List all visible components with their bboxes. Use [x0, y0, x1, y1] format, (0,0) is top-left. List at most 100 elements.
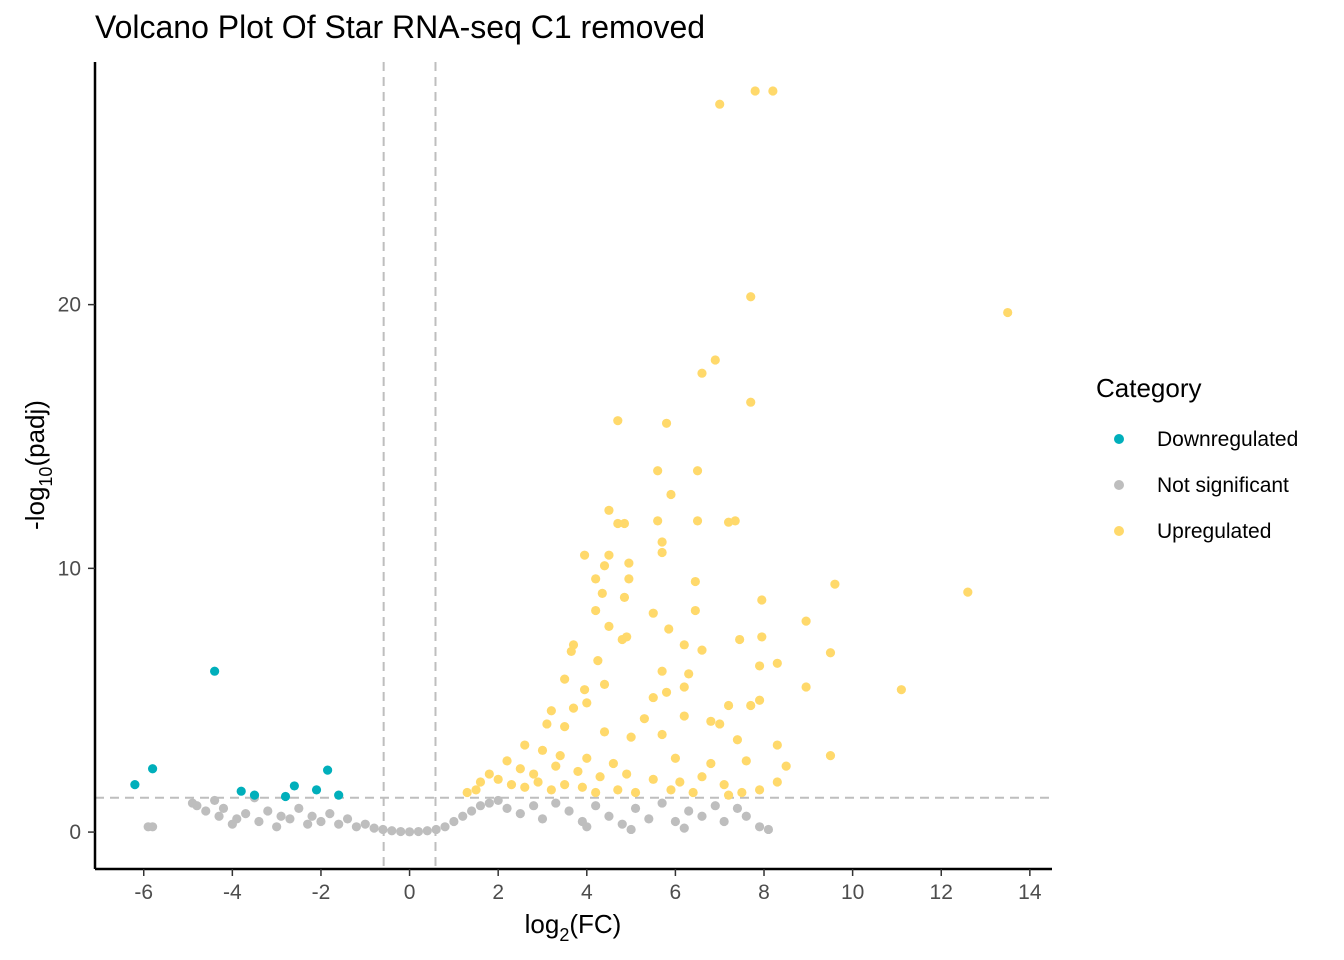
- point-up: [560, 721, 570, 732]
- point-up: [746, 292, 756, 302]
- point-ns: [564, 806, 574, 816]
- point-up: [471, 785, 481, 795]
- point-ns: [147, 822, 158, 832]
- point-up: [661, 418, 672, 428]
- point-up: [622, 769, 632, 779]
- point-up: [533, 777, 543, 787]
- point-up: [657, 666, 667, 676]
- point-up: [757, 595, 767, 605]
- point-up: [613, 785, 623, 795]
- point-ns: [387, 826, 397, 836]
- x-tick-label: 2: [492, 881, 504, 904]
- point-up: [757, 632, 767, 642]
- point-ns: [537, 814, 548, 824]
- point-ns: [422, 826, 432, 836]
- point-up: [608, 758, 618, 769]
- point-up: [573, 766, 583, 777]
- point-up: [825, 648, 836, 658]
- point-up: [599, 727, 610, 737]
- point-up: [746, 397, 756, 407]
- point-up: [542, 719, 552, 729]
- point-up: [648, 692, 658, 703]
- point-ns: [763, 824, 774, 835]
- point-ns: [210, 795, 220, 806]
- point-up: [604, 621, 614, 631]
- point-ns: [604, 811, 614, 821]
- point-ns: [466, 806, 477, 816]
- point-ns: [484, 798, 494, 808]
- legend: Category Downregulated Not significant U…: [1096, 373, 1298, 543]
- x-tick-label: 12: [930, 881, 953, 904]
- point-up: [768, 86, 778, 96]
- legend-key-downregulated: [1114, 434, 1124, 444]
- point-ns: [502, 803, 512, 813]
- point-up: [697, 772, 707, 782]
- point-up: [706, 758, 716, 769]
- y-axis-title: -log10(padj): [20, 400, 56, 530]
- point-up: [551, 761, 561, 771]
- point-up: [715, 719, 725, 729]
- point-down: [249, 790, 260, 800]
- point-ns: [276, 811, 286, 821]
- point-down: [236, 786, 246, 796]
- y-axis-title-sub: 10: [36, 467, 56, 487]
- point-ns: [325, 809, 335, 819]
- data-points: [130, 86, 1013, 837]
- point-up: [666, 785, 676, 795]
- point-ns: [582, 822, 592, 832]
- point-up: [679, 682, 689, 692]
- point-up: [579, 685, 590, 695]
- point-up: [626, 732, 636, 742]
- point-up: [484, 769, 494, 779]
- point-up: [624, 558, 634, 568]
- x-tick-label: -2: [312, 881, 331, 904]
- point-ns: [754, 822, 765, 832]
- point-ns: [351, 822, 362, 832]
- point-up: [613, 518, 623, 529]
- point-up: [772, 740, 782, 750]
- point-ns: [285, 814, 295, 824]
- point-up: [772, 658, 782, 668]
- point-up: [475, 777, 486, 787]
- point-ns: [201, 806, 211, 816]
- point-up: [599, 561, 610, 571]
- point-ns: [679, 823, 689, 833]
- point-up: [754, 661, 765, 671]
- point-ns: [657, 798, 667, 808]
- x-tick-label: 0: [404, 881, 416, 904]
- point-ns: [697, 811, 707, 821]
- y-tick-label: 20: [58, 294, 81, 317]
- point-up: [657, 729, 667, 740]
- point-up: [657, 547, 667, 558]
- point-down: [280, 791, 291, 802]
- point-up: [801, 616, 811, 626]
- y-axis-title-tail: (padj): [20, 400, 50, 466]
- point-ns: [493, 795, 503, 806]
- point-up: [690, 576, 700, 587]
- y-tick-label: 10: [58, 557, 81, 580]
- point-ns: [684, 806, 694, 816]
- point-up: [582, 753, 592, 763]
- point-up: [692, 516, 703, 526]
- point-ns: [551, 798, 561, 808]
- point-up: [735, 634, 745, 645]
- point-ns: [378, 824, 388, 835]
- point-up: [719, 780, 729, 790]
- point-up: [801, 682, 811, 692]
- point-ns: [294, 803, 304, 813]
- point-up: [560, 780, 570, 790]
- point-up: [781, 761, 791, 771]
- point-up: [741, 756, 751, 766]
- point-ns: [458, 811, 468, 821]
- point-ns: [741, 811, 751, 821]
- point-up: [688, 787, 698, 798]
- point-up: [555, 750, 565, 761]
- point-up: [664, 624, 674, 634]
- point-up: [825, 750, 836, 761]
- point-up: [653, 466, 663, 476]
- point-ns: [369, 823, 379, 833]
- point-ns: [342, 814, 353, 824]
- point-ns: [263, 806, 273, 816]
- point-up: [619, 592, 630, 602]
- point-up: [679, 640, 689, 650]
